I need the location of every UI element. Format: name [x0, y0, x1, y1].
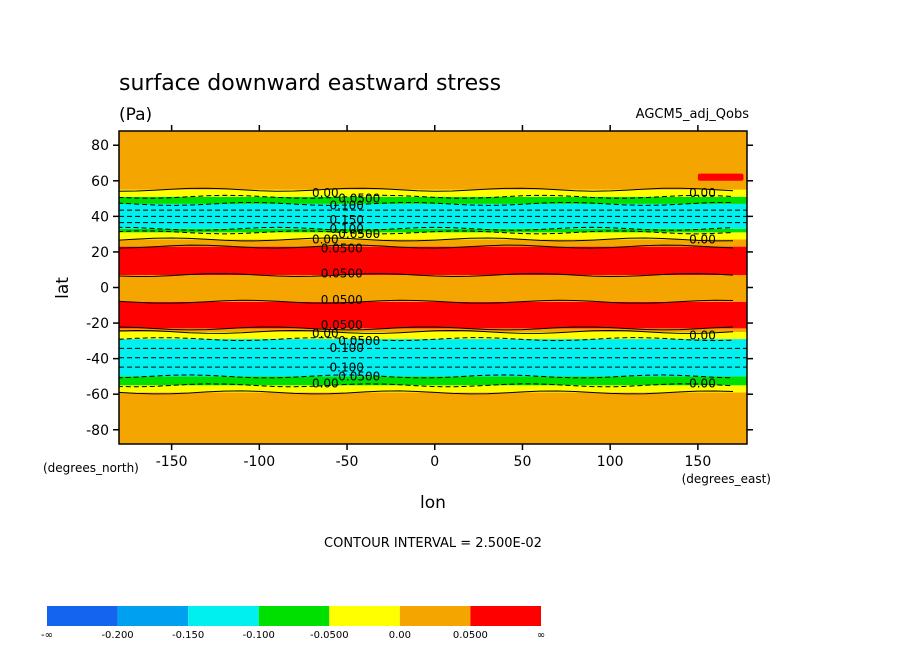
contour-label-18: 0.00: [689, 232, 716, 246]
contour-label-15: 0.0500: [338, 369, 380, 383]
contour-band-7: [119, 275, 747, 302]
x-tick-label: 100: [597, 454, 624, 470]
y-axis-label: lat: [53, 277, 73, 299]
contour-label-0: 0.00: [312, 186, 339, 200]
y-tick-label: -80: [86, 423, 109, 439]
contour-label-14: 0.100: [330, 361, 364, 375]
contour-patch-0: [697, 173, 744, 181]
contour-band-14: [119, 189, 747, 197]
contour-label-4: 0.100: [330, 222, 364, 236]
x-tick-label: -150: [156, 454, 188, 470]
x-axis-label: lon: [420, 493, 446, 513]
y-tick-label: 20: [91, 245, 109, 261]
contour-band-4: [119, 331, 747, 340]
contour-label-11: 0.00: [312, 327, 339, 341]
colorbar-swatch-3: [258, 606, 330, 626]
contour-line-10: [118, 230, 734, 235]
contour-band-5: [119, 328, 747, 332]
contour-line-14: [118, 187, 734, 192]
contour-band-13: [119, 196, 747, 204]
contour-line-4: [118, 329, 734, 334]
contour-label-17: 0.00: [689, 186, 716, 200]
contour-band-10: [119, 232, 747, 240]
y-tick-label: 40: [91, 209, 109, 225]
contour-label-3: 0.150: [330, 213, 364, 227]
colorbar-swatch-0: [47, 606, 118, 626]
contour-line-7: [118, 273, 734, 278]
contour-label-1: 0.0500: [338, 192, 380, 206]
y-tick-label: 60: [91, 174, 109, 190]
contour-label-5: 0.0500: [338, 227, 380, 241]
colorbar: -∞ -0.200 -0.150 -0.100 -0.0500 0.00 0.0500 ∞: [41, 606, 545, 641]
contour-label-12: 0.0500: [338, 334, 380, 348]
colorbar-swatch-1: [117, 606, 189, 626]
contour-label-8: 0.0500: [321, 266, 363, 280]
x-axis-ticks: -150 -100 -50 0 50 100 150: [156, 125, 712, 470]
x-tick-label: -50: [336, 454, 359, 470]
contour-label-9: 0.0500: [321, 293, 363, 307]
y-tick-label: -20: [86, 316, 109, 332]
contour-line-1: [118, 383, 734, 388]
contour-line-0: [118, 390, 734, 395]
colorbar-label-5: 0.00: [389, 630, 411, 641]
colorbar-swatch-2: [188, 606, 259, 626]
dataset-label: AGCM5_adj_Qobs: [636, 107, 750, 122]
contour-label-19: 0.00: [689, 329, 716, 343]
x-tick-label: 50: [514, 454, 532, 470]
contour-line-8: [118, 244, 734, 249]
contour-band-1: [119, 385, 747, 393]
contour-band-9: [119, 239, 747, 247]
colorbar-label-7: ∞: [537, 630, 545, 641]
chart-title: surface downward eastward stress: [119, 71, 501, 96]
contour-interval: CONTOUR INTERVAL = 2.500E-02: [324, 536, 542, 551]
x-tick-label: 150: [685, 454, 712, 470]
contour-band-15: [119, 131, 747, 190]
colorbar-label-2: -0.150: [172, 630, 204, 641]
contour-line-12: [118, 202, 733, 206]
contour-line-2: [118, 374, 734, 379]
colorbar-label-1: -0.200: [101, 630, 133, 641]
plot-area: 0.00 0.05000.1000.1500.1000.05000.000.050…: [118, 130, 748, 445]
contour-line-5: [118, 326, 734, 331]
x-tick-label: -100: [243, 454, 275, 470]
contour-label-6: 0.00: [312, 232, 339, 246]
x-unit-label: (degrees_east): [682, 472, 771, 486]
contour-line-11: [118, 226, 734, 231]
contour-band-2: [119, 376, 747, 386]
contour-patches: [697, 173, 744, 181]
contour-lines: [118, 187, 747, 395]
y-tick-label: 0: [100, 281, 109, 297]
y-tick-label: -60: [86, 387, 109, 403]
colorbar-label-6: 0.0500: [453, 630, 488, 641]
contour-label-13: 0.100: [330, 341, 364, 355]
chart-units: (Pa): [119, 105, 152, 125]
colorbar-label-3: -0.100: [243, 630, 275, 641]
y-tick-label: 80: [91, 138, 109, 154]
contour-label-20: 0.00: [689, 377, 716, 391]
contour-line-9: [118, 237, 734, 242]
contour-label-7: 0.0500: [321, 241, 363, 255]
contour-label-16: 0.00: [312, 377, 339, 391]
y-axis-ticks: -80 -60 -40 -20 0 20 40 60 80: [86, 138, 753, 439]
colorbar-swatch-6: [470, 606, 541, 626]
contour-line-13: [118, 194, 734, 199]
colorbar-swatch-4: [329, 606, 400, 626]
colorbar-label-4: -0.0500: [310, 630, 349, 641]
y-tick-label: -40: [86, 352, 109, 368]
contour-labels: 0.00 0.05000.1000.1500.1000.05000.000.050…: [312, 186, 716, 390]
colorbar-label-0: -∞: [41, 630, 53, 641]
contour-band-0: [119, 392, 747, 444]
colorbar-swatch-5: [399, 606, 471, 626]
contour-band-8: [119, 246, 747, 276]
contour-label-10: 0.0500: [321, 318, 363, 332]
filled-contour-bands: [119, 131, 747, 444]
contour-band-11: [119, 228, 747, 233]
y-unit-label: (degrees_north): [43, 461, 139, 475]
x-tick-label: 0: [430, 454, 439, 470]
contour-label-2: 0.100: [330, 199, 364, 213]
contour-band-6: [119, 301, 747, 329]
contour-line-6: [118, 299, 734, 304]
contour-line-3: [118, 337, 734, 342]
